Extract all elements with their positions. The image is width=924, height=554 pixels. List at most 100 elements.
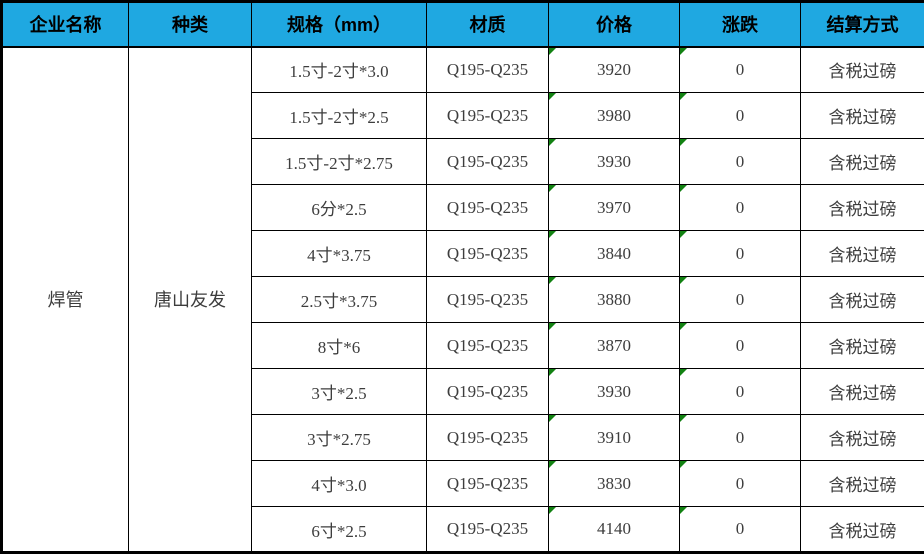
change-cell: 0 — [680, 415, 801, 461]
spec-cell: 4寸*3.0 — [252, 461, 427, 507]
spec-cell: 1.5寸-2寸*2.75 — [252, 139, 427, 185]
material-cell: Q195-Q235 — [427, 277, 549, 323]
company-cell: 焊管 — [2, 47, 129, 553]
change-cell: 0 — [680, 185, 801, 231]
price-cell: 3910 — [549, 415, 680, 461]
settlement-cell: 含税过磅 — [801, 277, 924, 323]
cell-flag-icon — [549, 323, 556, 330]
price-cell: 3970 — [549, 185, 680, 231]
header-price: 价格 — [549, 2, 680, 47]
price-value: 3970 — [597, 198, 631, 217]
price-cell: 3840 — [549, 231, 680, 277]
cell-flag-icon — [549, 48, 556, 55]
change-value: 0 — [736, 198, 745, 217]
change-value: 0 — [736, 106, 745, 125]
settlement-cell: 含税过磅 — [801, 507, 924, 553]
price-cell: 3830 — [549, 461, 680, 507]
change-value: 0 — [736, 290, 745, 309]
settlement-cell: 含税过磅 — [801, 323, 924, 369]
cell-flag-icon — [549, 507, 556, 514]
settlement-cell: 含税过磅 — [801, 47, 924, 93]
spec-cell: 3寸*2.5 — [252, 369, 427, 415]
settlement-cell: 含税过磅 — [801, 415, 924, 461]
price-cell: 3880 — [549, 277, 680, 323]
change-cell: 0 — [680, 47, 801, 93]
price-value: 3880 — [597, 290, 631, 309]
spec-cell: 2.5寸*3.75 — [252, 277, 427, 323]
price-value: 3910 — [597, 428, 631, 447]
price-value: 3830 — [597, 474, 631, 493]
change-cell: 0 — [680, 139, 801, 185]
price-value: 3920 — [597, 60, 631, 79]
change-cell: 0 — [680, 461, 801, 507]
header-category: 种类 — [129, 2, 252, 47]
material-cell: Q195-Q235 — [427, 139, 549, 185]
change-value: 0 — [736, 519, 745, 538]
cell-flag-icon — [680, 277, 687, 284]
header-spec: 规格（mm） — [252, 2, 427, 47]
settlement-cell: 含税过磅 — [801, 231, 924, 277]
settlement-cell: 含税过磅 — [801, 369, 924, 415]
header-change: 涨跌 — [680, 2, 801, 47]
spec-cell: 6分*2.5 — [252, 185, 427, 231]
material-cell: Q195-Q235 — [427, 507, 549, 553]
spec-cell: 1.5寸-2寸*2.5 — [252, 93, 427, 139]
cell-flag-icon — [680, 93, 687, 100]
cell-flag-icon — [549, 369, 556, 376]
price-value: 3870 — [597, 336, 631, 355]
price-cell: 3930 — [549, 369, 680, 415]
header-row: 企业名称 种类 规格（mm） 材质 价格 涨跌 结算方式 — [2, 2, 924, 47]
cell-flag-icon — [680, 323, 687, 330]
price-cell: 4140 — [549, 507, 680, 553]
settlement-cell: 含税过磅 — [801, 93, 924, 139]
material-cell: Q195-Q235 — [427, 415, 549, 461]
cell-flag-icon — [680, 139, 687, 146]
change-value: 0 — [736, 336, 745, 355]
spec-cell: 8寸*6 — [252, 323, 427, 369]
change-value: 0 — [736, 60, 745, 79]
cell-flag-icon — [680, 48, 687, 55]
settlement-cell: 含税过磅 — [801, 185, 924, 231]
material-cell: Q195-Q235 — [427, 369, 549, 415]
change-cell: 0 — [680, 231, 801, 277]
change-cell: 0 — [680, 93, 801, 139]
material-cell: Q195-Q235 — [427, 461, 549, 507]
change-value: 0 — [736, 474, 745, 493]
change-cell: 0 — [680, 277, 801, 323]
header-settlement: 结算方式 — [801, 2, 924, 47]
change-cell: 0 — [680, 507, 801, 553]
cell-flag-icon — [680, 231, 687, 238]
cell-flag-icon — [549, 93, 556, 100]
spec-cell: 1.5寸-2寸*3.0 — [252, 47, 427, 93]
cell-flag-icon — [549, 277, 556, 284]
cell-flag-icon — [680, 415, 687, 422]
cell-flag-icon — [549, 415, 556, 422]
cell-flag-icon — [680, 507, 687, 514]
price-value: 3840 — [597, 244, 631, 263]
price-cell: 3920 — [549, 47, 680, 93]
material-cell: Q195-Q235 — [427, 323, 549, 369]
header-material: 材质 — [427, 2, 549, 47]
cell-flag-icon — [549, 185, 556, 192]
cell-flag-icon — [549, 139, 556, 146]
cell-flag-icon — [549, 231, 556, 238]
cell-flag-icon — [680, 461, 687, 468]
change-cell: 0 — [680, 369, 801, 415]
change-value: 0 — [736, 152, 745, 171]
cell-flag-icon — [549, 461, 556, 468]
spec-cell: 6寸*2.5 — [252, 507, 427, 553]
table-row: 焊管 唐山友发 1.5寸-2寸*3.0 Q195-Q235 3920 0 含税过… — [2, 47, 924, 93]
price-value: 3930 — [597, 382, 631, 401]
cell-flag-icon — [680, 185, 687, 192]
price-value: 4140 — [597, 519, 631, 538]
cell-flag-icon — [680, 369, 687, 376]
category-cell: 唐山友发 — [129, 47, 252, 553]
change-value: 0 — [736, 428, 745, 447]
price-value: 3930 — [597, 152, 631, 171]
settlement-cell: 含税过磅 — [801, 139, 924, 185]
material-cell: Q195-Q235 — [427, 231, 549, 277]
header-company: 企业名称 — [2, 2, 129, 47]
spec-cell: 4寸*3.75 — [252, 231, 427, 277]
change-value: 0 — [736, 244, 745, 263]
